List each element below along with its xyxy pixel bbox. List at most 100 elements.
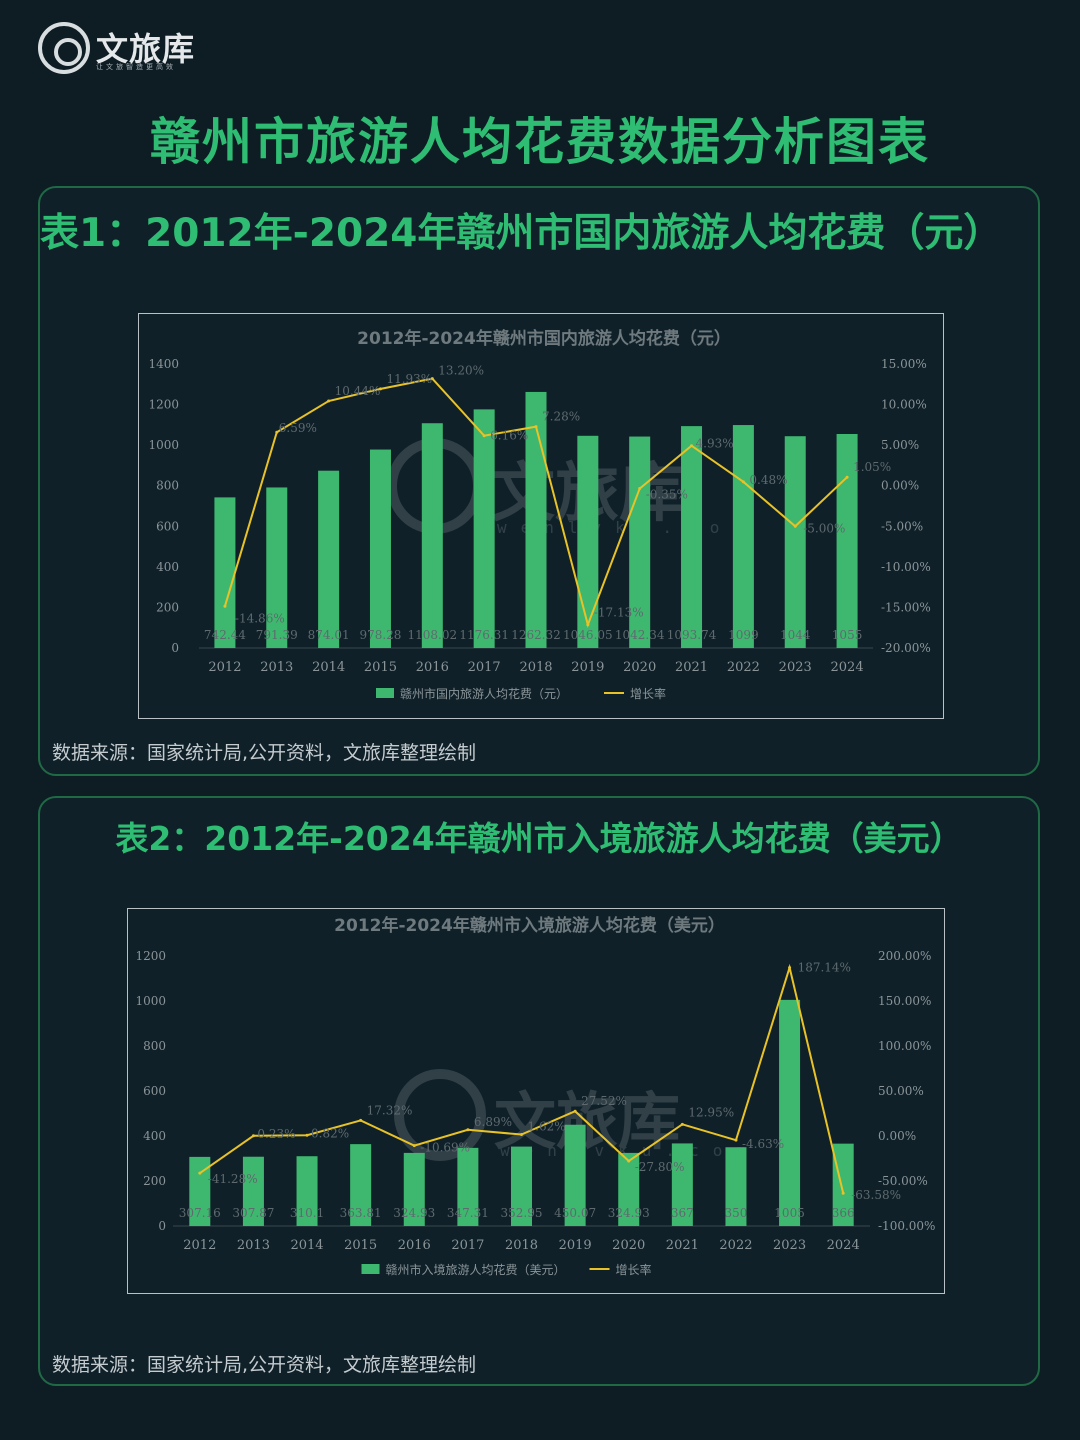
y-tick-label: 0 bbox=[171, 641, 179, 655]
bar bbox=[369, 449, 391, 648]
y2-tick-label: -50.00% bbox=[878, 1174, 928, 1188]
bar-data-label: 1005 bbox=[774, 1206, 805, 1220]
x-tick-label: 2021 bbox=[675, 660, 708, 675]
legend-bar-label: 赣州市入境旅游人均花费（美元） bbox=[386, 1262, 566, 1277]
line-data-label: 4.93% bbox=[696, 437, 734, 451]
bar-data-label: 1099 bbox=[728, 628, 759, 642]
bar-data-label: 307.16 bbox=[179, 1206, 221, 1220]
bar-data-label: 310.1 bbox=[290, 1206, 324, 1220]
x-tick-label: 2023 bbox=[779, 660, 812, 675]
line-data-label: 11.93% bbox=[386, 372, 432, 386]
growth-rate-point bbox=[378, 387, 382, 391]
line-data-label: 187.14% bbox=[798, 961, 851, 975]
y-tick-label: 200 bbox=[156, 600, 179, 614]
growth-rate-point bbox=[466, 1128, 470, 1132]
growth-rate-point bbox=[841, 1191, 845, 1195]
growth-rate-point bbox=[586, 623, 590, 627]
x-tick-label: 2012 bbox=[183, 1238, 216, 1253]
line-data-label: 10.44% bbox=[335, 384, 381, 398]
bar-data-label: 450.07 bbox=[554, 1206, 596, 1220]
bar-data-label: 363.81 bbox=[340, 1206, 382, 1220]
line-data-label: 0.82% bbox=[311, 1126, 349, 1140]
data-source: 数据来源：国家统计局,公开资料，文旅库整理绘制 bbox=[52, 1354, 477, 1376]
y2-tick-label: 5.00% bbox=[881, 438, 919, 452]
chart-domestic: 2012年-2024年赣州市国内旅游人均花费（元） 0 200 400 600 800 10… bbox=[148, 328, 931, 701]
line-data-label: -10.69% bbox=[420, 1141, 470, 1155]
y2-tick-label: -15.00% bbox=[881, 600, 931, 614]
y2-tick-label: 50.00% bbox=[878, 1084, 924, 1098]
bar-data-label: 350 bbox=[725, 1206, 748, 1220]
chart-frame: 文旅库 wenlvku.com 2012年-2024年赣州市国内旅游人均花费（元… bbox=[138, 313, 944, 719]
x-tick-label: 2020 bbox=[612, 1238, 645, 1253]
line-data-label: 12.95% bbox=[688, 1105, 734, 1119]
x-tick-label: 2017 bbox=[468, 660, 501, 675]
x-tick-label: 2022 bbox=[727, 660, 760, 675]
y2-tick-label: -100.00% bbox=[878, 1219, 935, 1233]
growth-rate-point bbox=[359, 1118, 363, 1122]
line-data-label: -0.35% bbox=[646, 488, 688, 502]
x-tick-label: 2020 bbox=[623, 660, 656, 675]
growth-rate-point bbox=[251, 1134, 255, 1138]
x-tick-label: 2015 bbox=[364, 660, 397, 675]
line-data-label: 27.52% bbox=[581, 1094, 627, 1108]
y2-tick-label: 200.00% bbox=[878, 949, 931, 963]
bar-data-label: 366 bbox=[832, 1206, 855, 1220]
y-tick-label: 600 bbox=[156, 519, 179, 533]
line-data-label: 6.16% bbox=[490, 429, 528, 443]
growth-rate-point bbox=[534, 425, 538, 429]
logo-slogan: 让文旅智造更高效 bbox=[96, 63, 176, 71]
bar bbox=[732, 425, 754, 648]
line-data-label: -63.58% bbox=[851, 1188, 901, 1202]
bar bbox=[296, 1156, 318, 1226]
bar bbox=[214, 497, 236, 648]
growth-rate-point bbox=[412, 1144, 416, 1148]
y2-tick-label: -10.00% bbox=[881, 560, 931, 574]
line-data-label: 6.89% bbox=[474, 1115, 512, 1129]
x-tick-label: 2014 bbox=[290, 1238, 323, 1253]
x-tick-label: 2016 bbox=[398, 1238, 431, 1253]
growth-rate-point bbox=[845, 475, 849, 479]
growth-rate-point bbox=[520, 1133, 523, 1137]
growth-rate-point bbox=[638, 487, 642, 491]
bar-data-label: 1044 bbox=[780, 628, 811, 642]
bar bbox=[511, 1146, 532, 1226]
x-tick-label: 2022 bbox=[719, 1238, 752, 1253]
y2-tick-label: 150.00% bbox=[878, 994, 931, 1008]
x-tick-label: 2017 bbox=[451, 1238, 484, 1253]
bar-data-label: 307.87 bbox=[232, 1206, 274, 1220]
y-tick-label: 1400 bbox=[148, 357, 179, 371]
bar bbox=[832, 1143, 854, 1226]
chart-panel-domestic: 表1：2012年-2024年赣州市国内旅游人均花费（元） 文旅库 wenlvku… bbox=[38, 186, 1040, 776]
bar bbox=[457, 1147, 479, 1226]
bar-data-label: 324.93 bbox=[393, 1206, 435, 1220]
line-data-label: 1.62% bbox=[528, 1120, 566, 1134]
bar-data-label: 367 bbox=[671, 1206, 694, 1220]
y-tick-label: 800 bbox=[156, 479, 179, 493]
line-data-label: 7.28% bbox=[542, 410, 580, 424]
bar bbox=[403, 1152, 425, 1226]
growth-rate-point bbox=[573, 1109, 577, 1113]
chart-frame: 文旅库 wenlvku.com 2012年-2024年赣州市入境旅游人均花费（美… bbox=[127, 908, 945, 1294]
line-data-label: -27.80% bbox=[635, 1160, 685, 1174]
growth-rate-point bbox=[223, 604, 227, 608]
brand-logo: 文旅库 让文旅智造更高效 bbox=[38, 22, 238, 78]
growth-rate-point bbox=[305, 1133, 309, 1137]
line-data-label: -14.86% bbox=[235, 611, 285, 625]
bar-data-label: 978.28 bbox=[359, 628, 401, 642]
x-tick-label: 2024 bbox=[827, 1238, 860, 1253]
bar-data-label: 1055 bbox=[832, 628, 863, 642]
bar-data-label: 1093.74 bbox=[667, 628, 717, 642]
bar-data-label: 1176.31 bbox=[459, 628, 509, 642]
growth-rate-point bbox=[627, 1159, 631, 1163]
line-data-label: 0.48% bbox=[749, 473, 787, 487]
panel-title: 表2：2012年-2024年赣州市入境旅游人均花费（美元） bbox=[115, 819, 963, 858]
bar bbox=[725, 1147, 747, 1226]
bar bbox=[564, 1124, 586, 1226]
y-tick-label: 0 bbox=[158, 1219, 166, 1233]
bar-data-label: 1108.02 bbox=[407, 628, 457, 642]
line-data-label: 17.32% bbox=[367, 1103, 413, 1117]
bar-data-label: 742.44 bbox=[204, 628, 246, 642]
bar-data-label: 352.95 bbox=[501, 1206, 543, 1220]
y2-tick-label: 15.00% bbox=[881, 357, 927, 371]
y2-tick-label: -20.00% bbox=[881, 641, 931, 655]
